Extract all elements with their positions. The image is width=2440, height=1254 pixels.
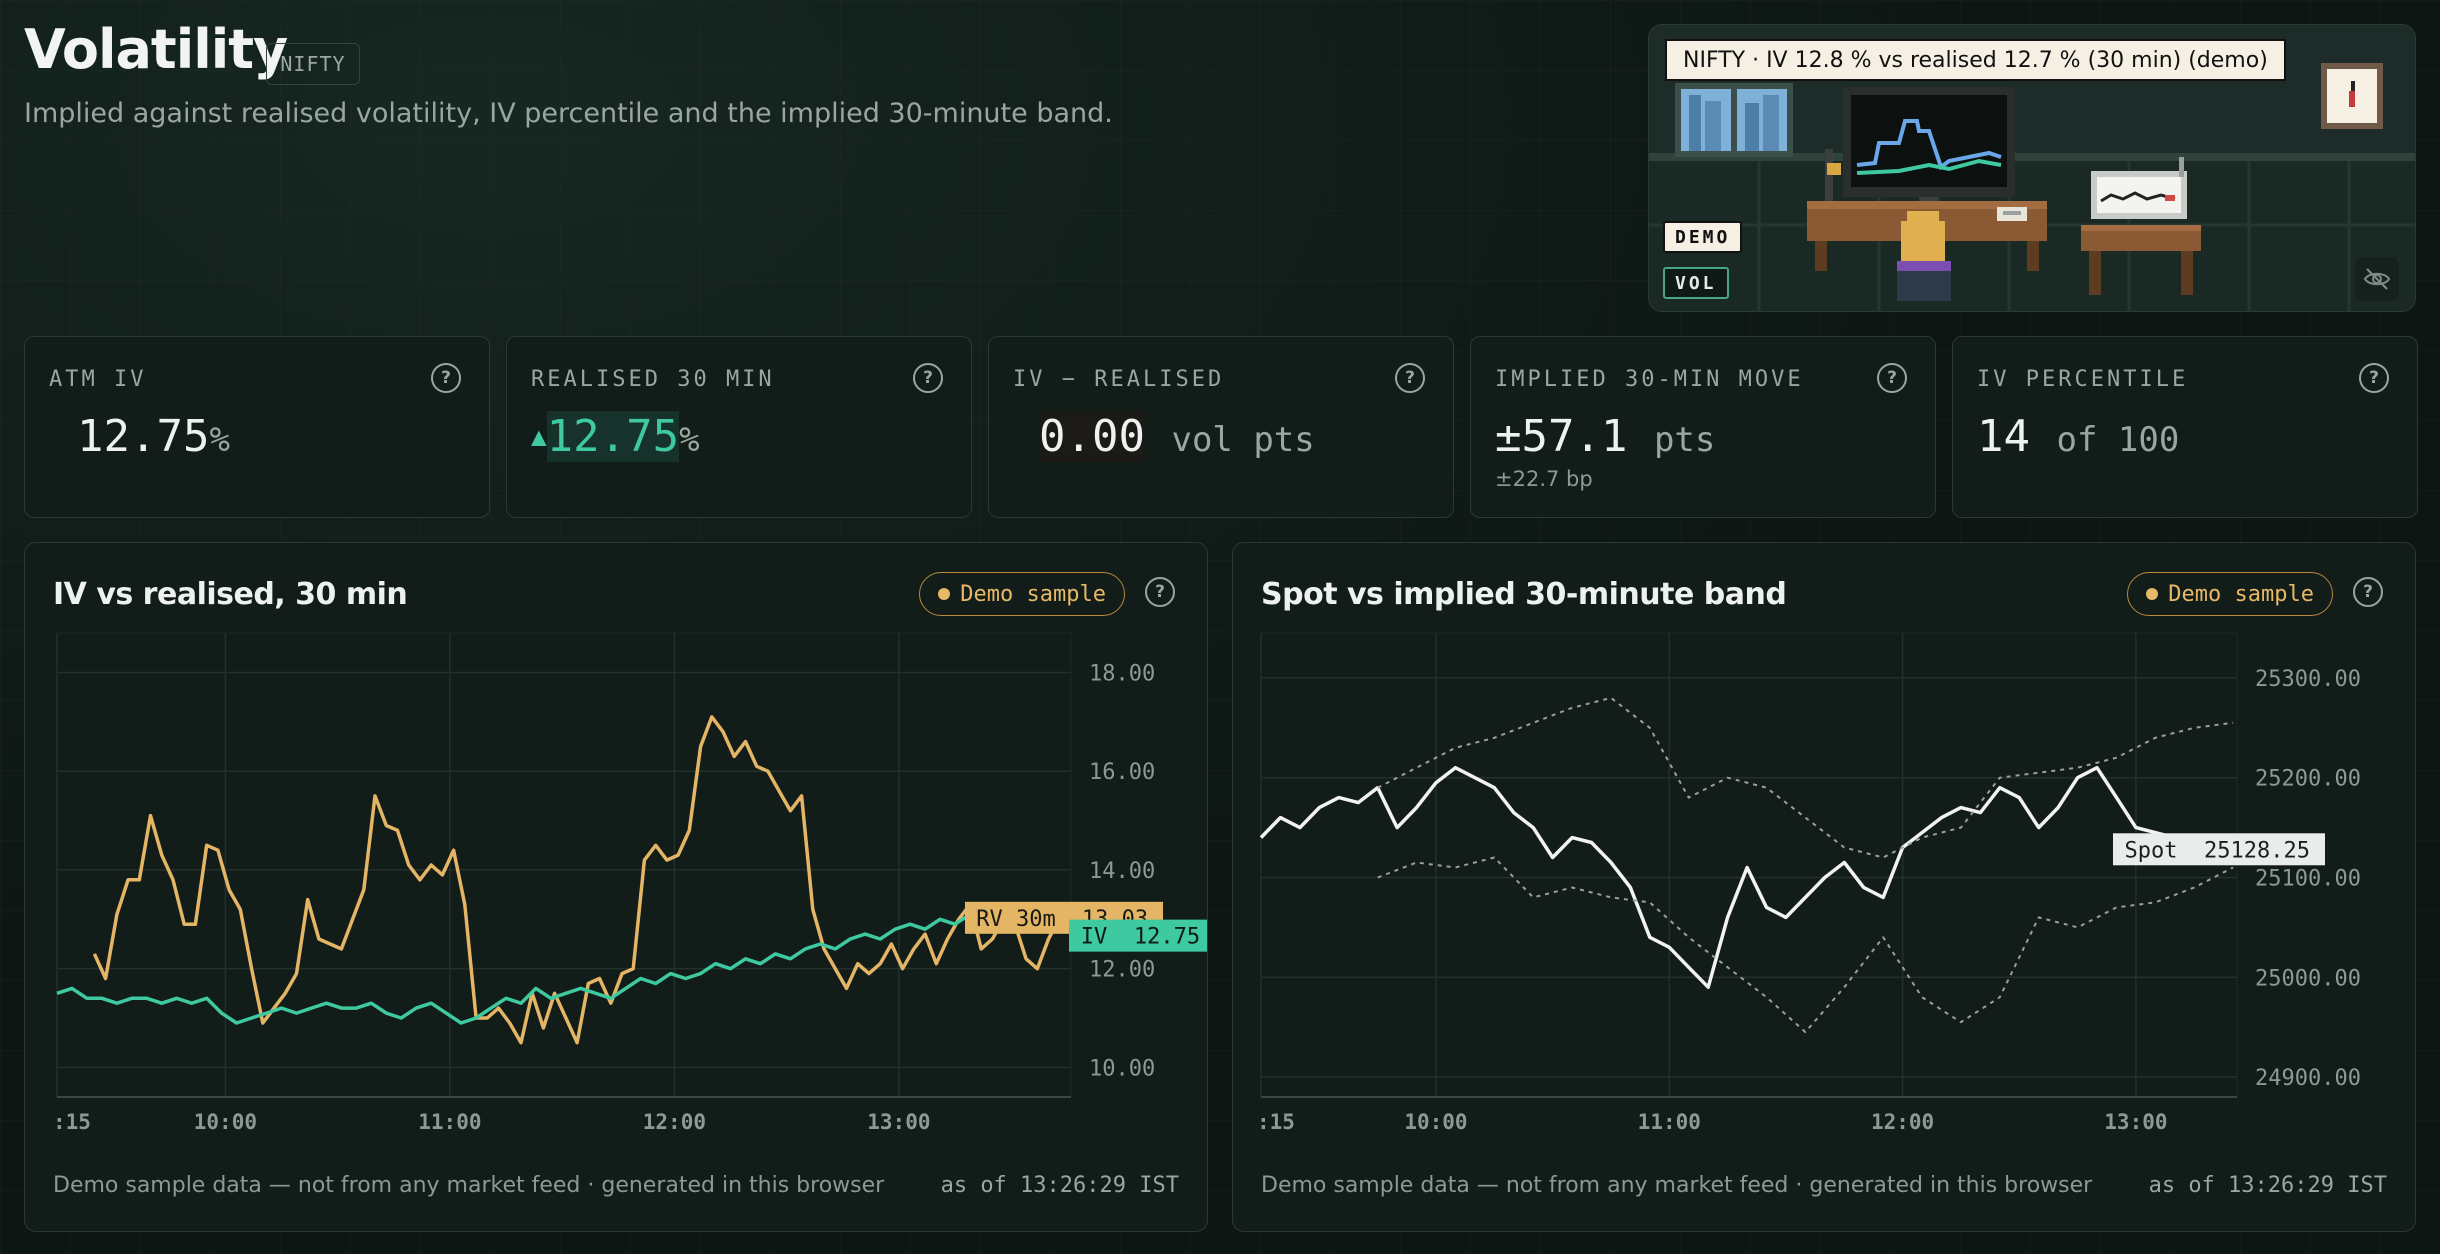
series-name-text: Spot	[2125, 838, 2178, 863]
iv-vs-realised-chart[interactable]: 10.00 12.00 14.00 16.00 18.00 :15 10:00 11:00 12…	[25, 543, 1207, 1231]
kpi-card-iv-percentile: IV PERCENTILE ? 14 of 100	[1952, 336, 2418, 518]
kpi-card-realised-30-min: REALISED 30 MIN ? ▲12.75%	[506, 336, 972, 518]
kpi-value: 14 of 100	[1977, 411, 2180, 462]
as-of-timestamp: as of 13:26:29 IST	[2148, 1173, 2387, 1198]
kpi-value: 0.00 vol pts	[1039, 411, 1315, 462]
x-tick-label: 10:00	[1404, 1110, 1467, 1134]
kpi-card-implied-30-min-move: IMPLIED 30-MIN MOVE ? ±57.1 pts ±22.7 bp	[1470, 336, 1936, 518]
kpi-value: ▲12.75%	[531, 411, 700, 462]
kpi-label: IMPLIED 30-MIN MOVE	[1495, 367, 1804, 392]
panel-title: IV vs realised, 30 min	[53, 577, 408, 612]
x-tick-label: 13:00	[2104, 1110, 2167, 1134]
vol-tag: VOL	[1663, 267, 1729, 299]
panel-title: Spot vs implied 30-minute band	[1261, 577, 1787, 612]
iv-line	[56, 912, 1061, 1025]
lower-band-line	[1377, 856, 2234, 1034]
rv-30m-line	[92, 715, 1062, 1045]
x-tick-label: 11:00	[418, 1110, 481, 1134]
kpi-unit: %	[209, 420, 230, 460]
x-tick-label: :15	[1257, 1110, 1295, 1134]
help-icon[interactable]: ?	[1877, 363, 1907, 393]
series-value-text: 25128.25	[2204, 838, 2310, 863]
page-subtitle: Implied against realised volatility, IV …	[24, 98, 1113, 129]
help-icon[interactable]: ?	[913, 363, 943, 393]
upper-band-line	[1377, 696, 2234, 859]
kpi-unit: of 100	[2056, 420, 2180, 460]
chart-panel-iv-vs-realised: IV vs realised, 30 min Demo sample ? 10.…	[24, 542, 1208, 1232]
up-arrow-icon: ▲	[531, 422, 547, 452]
chart-panel-spot-vs-band: Spot vs implied 30-minute band Demo samp…	[1232, 542, 2416, 1232]
series-name-text: RV 30m	[976, 907, 1055, 932]
y-tick-label: 25000.00	[2255, 966, 2361, 991]
hide-scene-button[interactable]	[2355, 257, 2399, 301]
spot-line	[1259, 765, 2234, 989]
as-of-timestamp: as of 13:26:29 IST	[940, 1173, 1179, 1198]
y-tick-label: 14.00	[1089, 859, 1155, 884]
x-tick-label: 12:00	[1871, 1110, 1934, 1134]
series-value-tag	[2189, 833, 2325, 866]
series-value-tag	[1119, 919, 1207, 952]
kpi-label: ATM IV	[49, 367, 147, 392]
series-value-text: 12.75	[1134, 925, 1200, 950]
series-name-text: IV	[1081, 925, 1108, 950]
panel-footer: Demo sample data — not from any market f…	[53, 1173, 885, 1198]
demo-sample-badge[interactable]: Demo sample	[919, 572, 1125, 616]
help-icon[interactable]: ?	[1145, 577, 1175, 607]
x-tick-label: 10:00	[194, 1110, 257, 1134]
y-tick-label: 18.00	[1089, 661, 1155, 686]
x-tick-label: 12:00	[643, 1110, 706, 1134]
help-icon[interactable]: ?	[2353, 577, 2383, 607]
dot-icon	[2146, 588, 2159, 600]
y-tick-label: 24900.00	[2255, 1066, 2361, 1091]
y-tick-label: 25300.00	[2255, 667, 2361, 692]
kpi-card-atm-iv: ATM IV ? 12.75%	[24, 336, 490, 518]
spot-vs-band-chart[interactable]: 24900.00 25000.00 25100.00 25200.00 25300.00…	[1233, 543, 2415, 1231]
y-tick-label: 25200.00	[2255, 767, 2361, 792]
plot-area	[56, 632, 1072, 1098]
kpi-value: ±57.1 pts	[1495, 411, 1716, 462]
plot-area	[1260, 632, 2238, 1098]
kpi-label: IV PERCENTILE	[1977, 367, 2189, 392]
iv-end-label: IV 12.75	[1069, 919, 1207, 952]
kpi-label: REALISED 30 MIN	[531, 367, 775, 392]
demo-sample-badge[interactable]: Demo sample	[2127, 572, 2333, 616]
kpi-unit: vol pts	[1171, 420, 1315, 460]
kpi-card-iv-minus-realised: IV − REALISED ? 0.00 vol pts	[988, 336, 1454, 518]
kpi-value: 12.75%	[77, 411, 230, 462]
help-icon[interactable]: ?	[431, 363, 461, 393]
x-tick-label: 13:00	[867, 1110, 930, 1134]
series-name-tag	[2113, 833, 2189, 866]
kpi-subvalue: ±22.7 bp	[1495, 467, 1593, 491]
kpi-unit: %	[679, 420, 700, 460]
kpi-unit: pts	[1653, 420, 1716, 460]
demo-tag: DEMO	[1663, 221, 1743, 253]
dot-icon	[938, 588, 951, 600]
y-tick-label: 25100.00	[2255, 866, 2361, 891]
y-tick-label: 16.00	[1089, 760, 1155, 785]
ticker-badge: NIFTY	[266, 43, 360, 85]
scene-caption: NIFTY · IV 12.8 % vs realised 12.7 % (30…	[1665, 39, 2286, 81]
series-name-tag	[965, 901, 1067, 934]
kpi-label: IV − REALISED	[1013, 367, 1225, 392]
panel-footer: Demo sample data — not from any market f…	[1261, 1173, 2093, 1198]
eye-off-icon	[2363, 268, 2391, 290]
x-tick-label: 11:00	[1638, 1110, 1701, 1134]
help-icon[interactable]: ?	[2359, 363, 2389, 393]
page-title: Volatility	[24, 18, 288, 81]
series-name-tag	[1069, 919, 1119, 952]
help-icon[interactable]: ?	[1395, 363, 1425, 393]
spot-end-label: Spot 25128.25	[2113, 833, 2325, 866]
y-tick-label: 10.00	[1089, 1056, 1155, 1081]
scene-card: NIFTY · IV 12.8 % vs realised 12.7 % (30…	[1648, 24, 2416, 312]
x-tick-label: :15	[53, 1110, 91, 1134]
y-tick-label: 12.00	[1089, 958, 1155, 983]
